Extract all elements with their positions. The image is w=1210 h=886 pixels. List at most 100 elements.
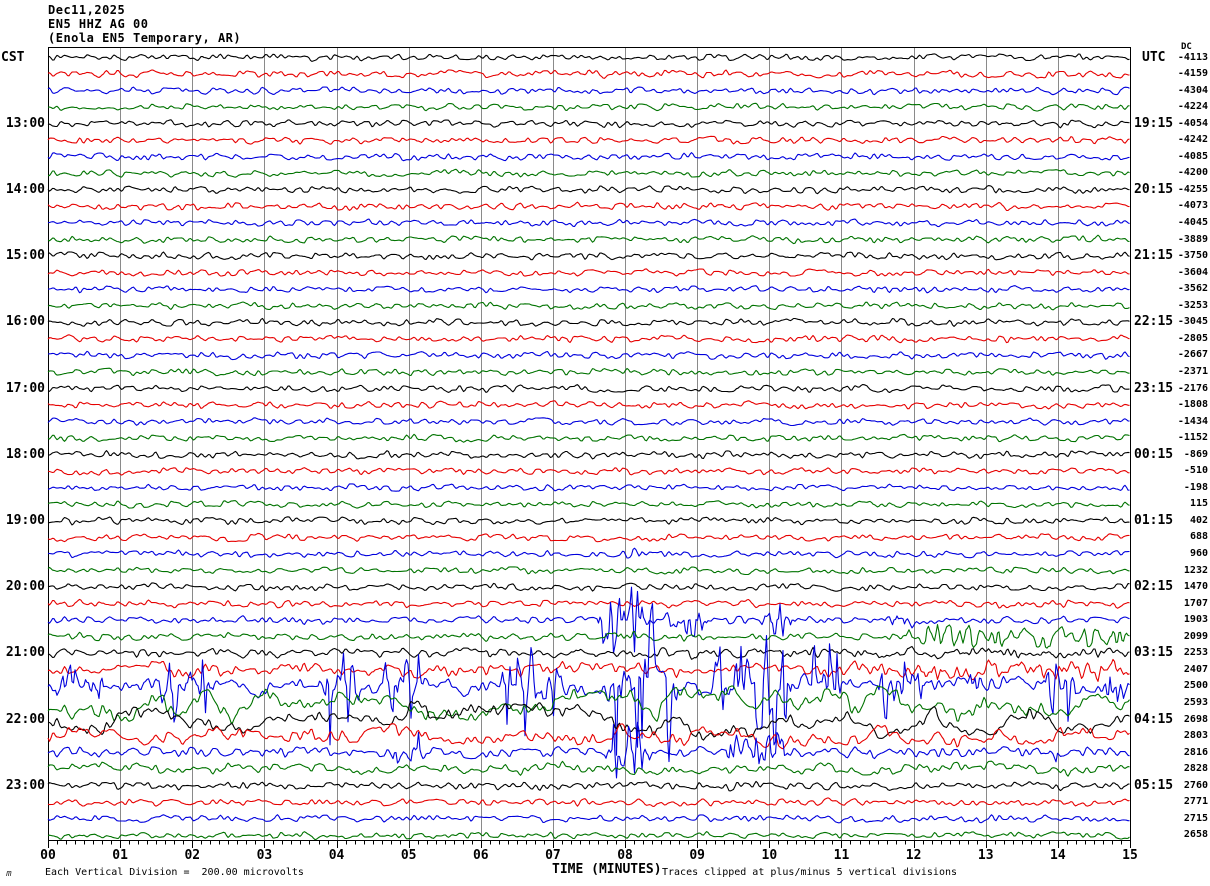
dc-value: 2253	[1183, 647, 1208, 659]
trace-row-2300	[47, 780, 1130, 792]
trace-row-1915	[47, 532, 1130, 543]
x-tick-label: 06	[472, 848, 489, 863]
trace-row-1730	[47, 417, 1130, 427]
dc-value: 2698	[1183, 713, 1208, 725]
left-hour-label: 23:00	[5, 777, 45, 793]
x-tick-label: 03	[256, 848, 273, 863]
dc-value: -4159	[1177, 68, 1208, 80]
dc-value: -1808	[1177, 399, 1208, 411]
trace-row-1345	[48, 168, 1130, 178]
trace-row-2145	[47, 685, 1130, 724]
dc-value: 2771	[1183, 796, 1208, 808]
x-tick-label: 02	[184, 848, 201, 863]
right-hour-label: 22:15	[1134, 314, 1174, 330]
trace-row-1815	[47, 467, 1130, 476]
dc-value: 115	[1189, 498, 1208, 510]
dc-value: -510	[1183, 465, 1208, 477]
trace-row-1330	[47, 152, 1130, 162]
trace-row-1630	[47, 350, 1130, 361]
dc-value: -3562	[1177, 283, 1208, 295]
trace-row-2245	[47, 760, 1130, 777]
trace-row-1300	[47, 119, 1130, 129]
right-hour-label: 20:15	[1134, 181, 1174, 197]
dc-value: -3045	[1177, 316, 1208, 328]
trace-row-1245	[47, 102, 1130, 112]
dc-value: -3889	[1177, 233, 1208, 245]
trace-row-2230	[47, 721, 1130, 779]
trace-row-2315	[47, 797, 1130, 808]
x-tick-label: 04	[328, 848, 345, 863]
dc-value: -4304	[1177, 84, 1208, 96]
trace-row-1200	[47, 53, 1130, 62]
trace-row-1615	[47, 334, 1130, 344]
trace-row-1800	[47, 450, 1130, 460]
trace-row-1230	[47, 86, 1130, 96]
dc-value: -3604	[1177, 266, 1208, 278]
left-hour-label: 16:00	[5, 314, 45, 330]
trace-row-1900	[47, 516, 1130, 526]
left-timezone-label: CST	[1, 50, 25, 65]
dc-value: 2407	[1183, 663, 1208, 675]
dc-value: 1707	[1183, 597, 1208, 609]
dc-value: 2658	[1183, 829, 1208, 841]
dc-value: -198	[1183, 481, 1208, 493]
dc-value: 2816	[1183, 746, 1208, 758]
dc-value: 1232	[1183, 564, 1208, 576]
left-hour-label: 15:00	[5, 248, 45, 264]
trace-row-1745	[47, 433, 1130, 443]
x-tick-label: 12	[905, 848, 922, 863]
trace-row-1545	[47, 301, 1130, 311]
dc-value: -1434	[1177, 415, 1208, 427]
x-tick-label: 01	[112, 848, 128, 863]
dc-value: -4085	[1177, 150, 1208, 162]
dc-column-header: DC	[1181, 42, 1192, 52]
dc-value: 2803	[1183, 730, 1208, 742]
dc-value: 960	[1189, 548, 1208, 559]
right-hour-label: 19:15	[1134, 115, 1174, 131]
dc-value: -3253	[1177, 299, 1208, 311]
dc-value: -4200	[1177, 167, 1208, 179]
dc-value: -4242	[1177, 134, 1208, 146]
right-hour-label: 01:15	[1134, 512, 1174, 528]
trace-row-2330	[47, 814, 1130, 824]
dc-value: 688	[1189, 531, 1208, 543]
dc-value: -2805	[1177, 332, 1208, 344]
trace-row-1445	[47, 234, 1130, 245]
trace-row-1600	[47, 317, 1130, 327]
dc-value: 2593	[1183, 696, 1208, 708]
dc-value: -2667	[1177, 349, 1208, 361]
x-tick-label: 15	[1122, 848, 1138, 863]
right-hour-label: 00:15	[1134, 446, 1174, 462]
trace-row-2100	[47, 645, 1130, 660]
left-hour-label: 14:00	[5, 181, 45, 197]
dc-value: 2099	[1183, 630, 1208, 642]
x-axis-title: TIME (MINUTES)	[552, 862, 662, 877]
left-hour-label: 20:00	[5, 579, 45, 595]
trace-row-2200	[47, 700, 1130, 741]
trace-row-2115	[47, 658, 1130, 682]
trace-row-1415	[47, 201, 1130, 212]
trace-row-1315	[47, 135, 1130, 145]
dc-value: -2371	[1177, 365, 1208, 377]
right-hour-label: 02:15	[1134, 579, 1174, 595]
x-tick-label: 10	[761, 848, 778, 863]
dc-value: -4073	[1177, 200, 1208, 212]
trace-row-1845	[47, 500, 1130, 509]
x-tick-label: 05	[400, 848, 417, 863]
dc-value: -1152	[1177, 432, 1208, 444]
x-tick-label: 13	[977, 848, 994, 863]
dc-value: -4045	[1177, 217, 1208, 228]
station-code-title: EN5 HHZ AG 00	[48, 17, 149, 31]
trace-row-1700	[47, 384, 1130, 394]
trace-row-2000	[47, 582, 1130, 592]
trace-row-1500	[47, 251, 1130, 261]
left-hour-label: 13:00	[5, 115, 45, 131]
x-tick-label: 14	[1050, 848, 1066, 863]
x-tick-label: 09	[689, 848, 706, 863]
left-hour-label: 18:00	[5, 446, 45, 462]
dc-value: -3750	[1177, 250, 1208, 262]
trace-row-1715	[47, 400, 1130, 410]
dc-value: -4224	[1177, 101, 1208, 113]
